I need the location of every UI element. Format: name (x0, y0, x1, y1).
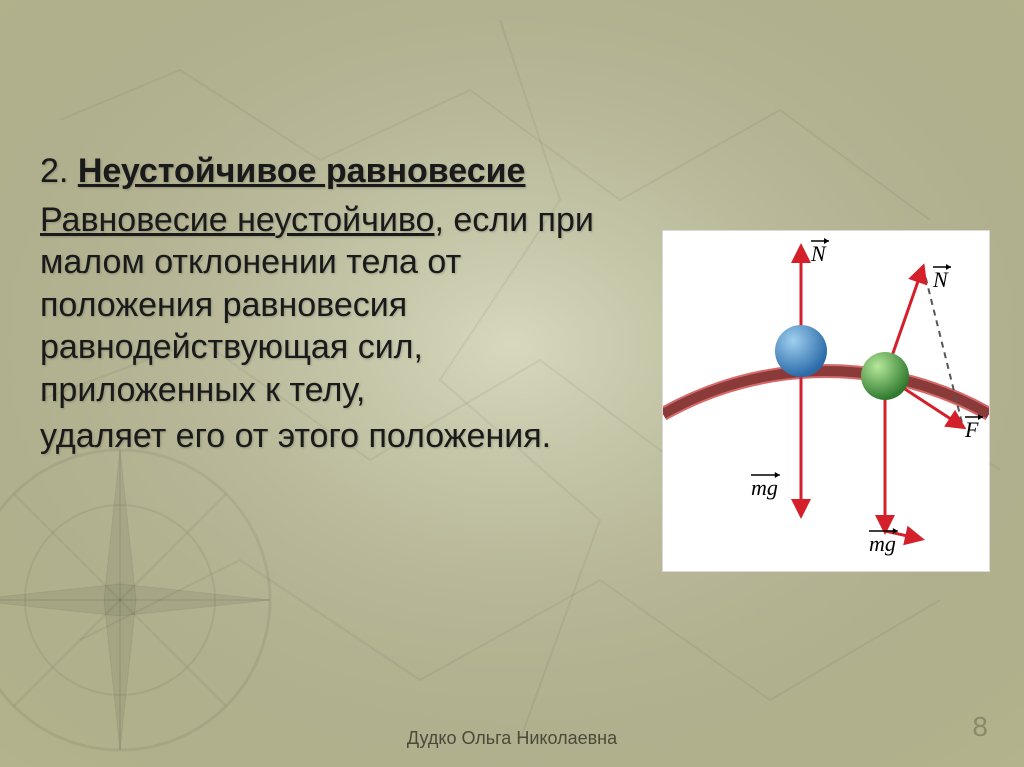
slide-body: 2. Неустойчивое равновесие Равновесие не… (40, 150, 640, 458)
svg-text:N: N (810, 241, 827, 266)
svg-text:mg: mg (751, 475, 778, 500)
equilibrium-diagram: N N Fmg mg (662, 230, 990, 572)
lead-phrase: Равновесие неустойчиво (40, 201, 434, 239)
svg-text:mg: mg (869, 531, 896, 556)
footer-page-number: 8 (972, 711, 988, 743)
slide: Виды равновесия 2. Неустойчивое равновес… (0, 0, 1024, 767)
heading-text: Неустойчивое равновесие (78, 152, 526, 190)
svg-text:N: N (932, 267, 949, 292)
heading-number: 2. (40, 152, 68, 190)
para2: удаляет его от этого положения. (40, 417, 551, 455)
footer-author: Дудко Ольга Николаевна (0, 728, 1024, 749)
svg-text:F: F (964, 417, 979, 442)
